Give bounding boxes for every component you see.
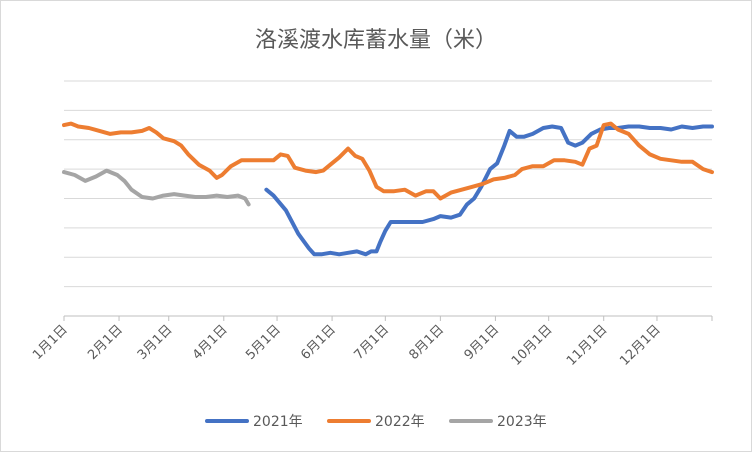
grid xyxy=(64,80,712,288)
legend: 2021年 2022年 2023年 xyxy=(205,414,547,430)
x-tick-label: 12月1日 xyxy=(617,322,664,369)
x-tick-label: 5月1日 xyxy=(243,322,284,363)
x-tick-label: 8月1日 xyxy=(407,322,448,363)
series-lines xyxy=(62,121,714,257)
series-line-2022年 xyxy=(62,121,714,201)
x-tick-label: 4月1日 xyxy=(190,322,231,363)
x-tick-label: 9月1日 xyxy=(462,322,503,363)
x-tick-label: 3月1日 xyxy=(135,322,176,363)
x-axis: 1月1日 2月1日 3月1日 4月1日 5月1日 6月1日 7月1日 8月1日 9月1日 10月1… xyxy=(30,315,713,369)
legend-label: 2023年 xyxy=(497,414,547,430)
legend-label: 2022年 xyxy=(375,414,425,430)
chart-title: 洛溪渡水库蓄水量（米） xyxy=(255,28,497,53)
series-line-2023年 xyxy=(62,168,251,207)
x-tick-label: 2月1日 xyxy=(85,322,126,363)
x-tick-label: 1月1日 xyxy=(30,322,71,363)
x-tick-label: 7月1日 xyxy=(351,322,392,363)
x-tick-label: 10月1日 xyxy=(509,322,556,369)
x-tick-label: 11月1日 xyxy=(564,322,611,369)
series-line-2021年 xyxy=(264,124,714,257)
legend-label: 2021年 xyxy=(253,414,303,430)
x-tick-label: 6月1日 xyxy=(298,322,339,363)
